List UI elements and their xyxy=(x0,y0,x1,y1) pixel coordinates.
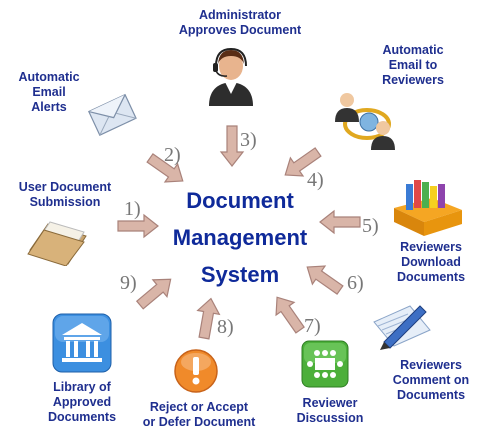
step-number-6: 6) xyxy=(347,272,364,294)
node-discussion-line1: Reviewer xyxy=(302,396,358,410)
center-title-line3: System xyxy=(200,262,280,287)
node-download-line3: Documents xyxy=(396,270,466,284)
node-admin-label: Administrator Approves Document xyxy=(170,8,310,38)
node-email-alerts-label: Automatic Email Alerts xyxy=(14,70,84,115)
node-discussion-line2: Discussion xyxy=(296,411,364,425)
node-download-label: Reviewers Download Documents xyxy=(386,240,476,285)
node-user-submission-line1: User Document xyxy=(18,180,112,194)
node-email-reviewers-label: Automatic Email to Reviewers xyxy=(368,43,458,88)
center-title-line1: Document xyxy=(186,188,294,213)
node-email-reviewers-line2: Email to xyxy=(388,58,438,72)
node-download-line2: Download xyxy=(401,255,461,269)
node-admin-line2: Approves Document xyxy=(178,23,302,37)
step-number-4: 4) xyxy=(307,169,324,191)
step-number-9: 9) xyxy=(120,272,137,294)
node-comment-line1: Reviewers xyxy=(400,358,462,372)
node-library-line3: Documents xyxy=(47,410,117,424)
node-email-alerts-line3: Alerts xyxy=(31,100,67,114)
pen-paper-icon xyxy=(373,305,431,350)
node-user-submission-line2: Submission xyxy=(29,195,101,209)
node-reject-line2: or Defer Document xyxy=(142,415,256,429)
exclamation-icon xyxy=(174,349,218,393)
meeting-table-icon xyxy=(301,340,349,388)
node-email-alerts-line2: Email xyxy=(32,85,66,99)
node-library-line2: Approved xyxy=(52,395,112,409)
books-icon xyxy=(394,180,462,236)
node-admin-line1: Administrator xyxy=(199,8,281,22)
node-email-reviewers-line1: Automatic xyxy=(382,43,444,57)
node-comment-line3: Documents xyxy=(396,388,466,402)
step-number-8: 8) xyxy=(217,316,234,338)
people-email-icon xyxy=(335,93,395,150)
arrow-step-5 xyxy=(319,210,361,234)
node-download-line1: Reviewers xyxy=(400,240,462,254)
step-number-1: 1) xyxy=(124,198,141,220)
step-number-7: 7) xyxy=(304,315,321,337)
envelope-icon xyxy=(88,93,137,136)
step-number-2: 2) xyxy=(164,144,181,166)
library-icon xyxy=(52,313,112,373)
node-email-alerts-line1: Automatic xyxy=(18,70,80,84)
node-discussion-label: Reviewer Discussion xyxy=(290,396,370,426)
node-library-label: Library of Approved Documents xyxy=(40,380,124,425)
step-number-3: 3) xyxy=(240,129,257,151)
step-number-5: 5) xyxy=(362,215,379,237)
folder-icon xyxy=(27,221,87,266)
node-library-line1: Library of xyxy=(53,380,111,394)
node-user-submission-label: User Document Submission xyxy=(10,180,120,210)
node-email-reviewers-line3: Reviewers xyxy=(382,73,444,87)
node-comment-line2: Comment on xyxy=(392,373,470,387)
arrow-step-7 xyxy=(267,290,310,337)
person-headset-icon xyxy=(209,47,253,106)
center-title-line2: Management xyxy=(172,225,308,250)
node-reject-line1: Reject or Accept xyxy=(149,400,249,414)
node-comment-label: Reviewers Comment on Documents xyxy=(386,358,476,403)
node-reject-label: Reject or Accept or Defer Document xyxy=(134,400,264,430)
